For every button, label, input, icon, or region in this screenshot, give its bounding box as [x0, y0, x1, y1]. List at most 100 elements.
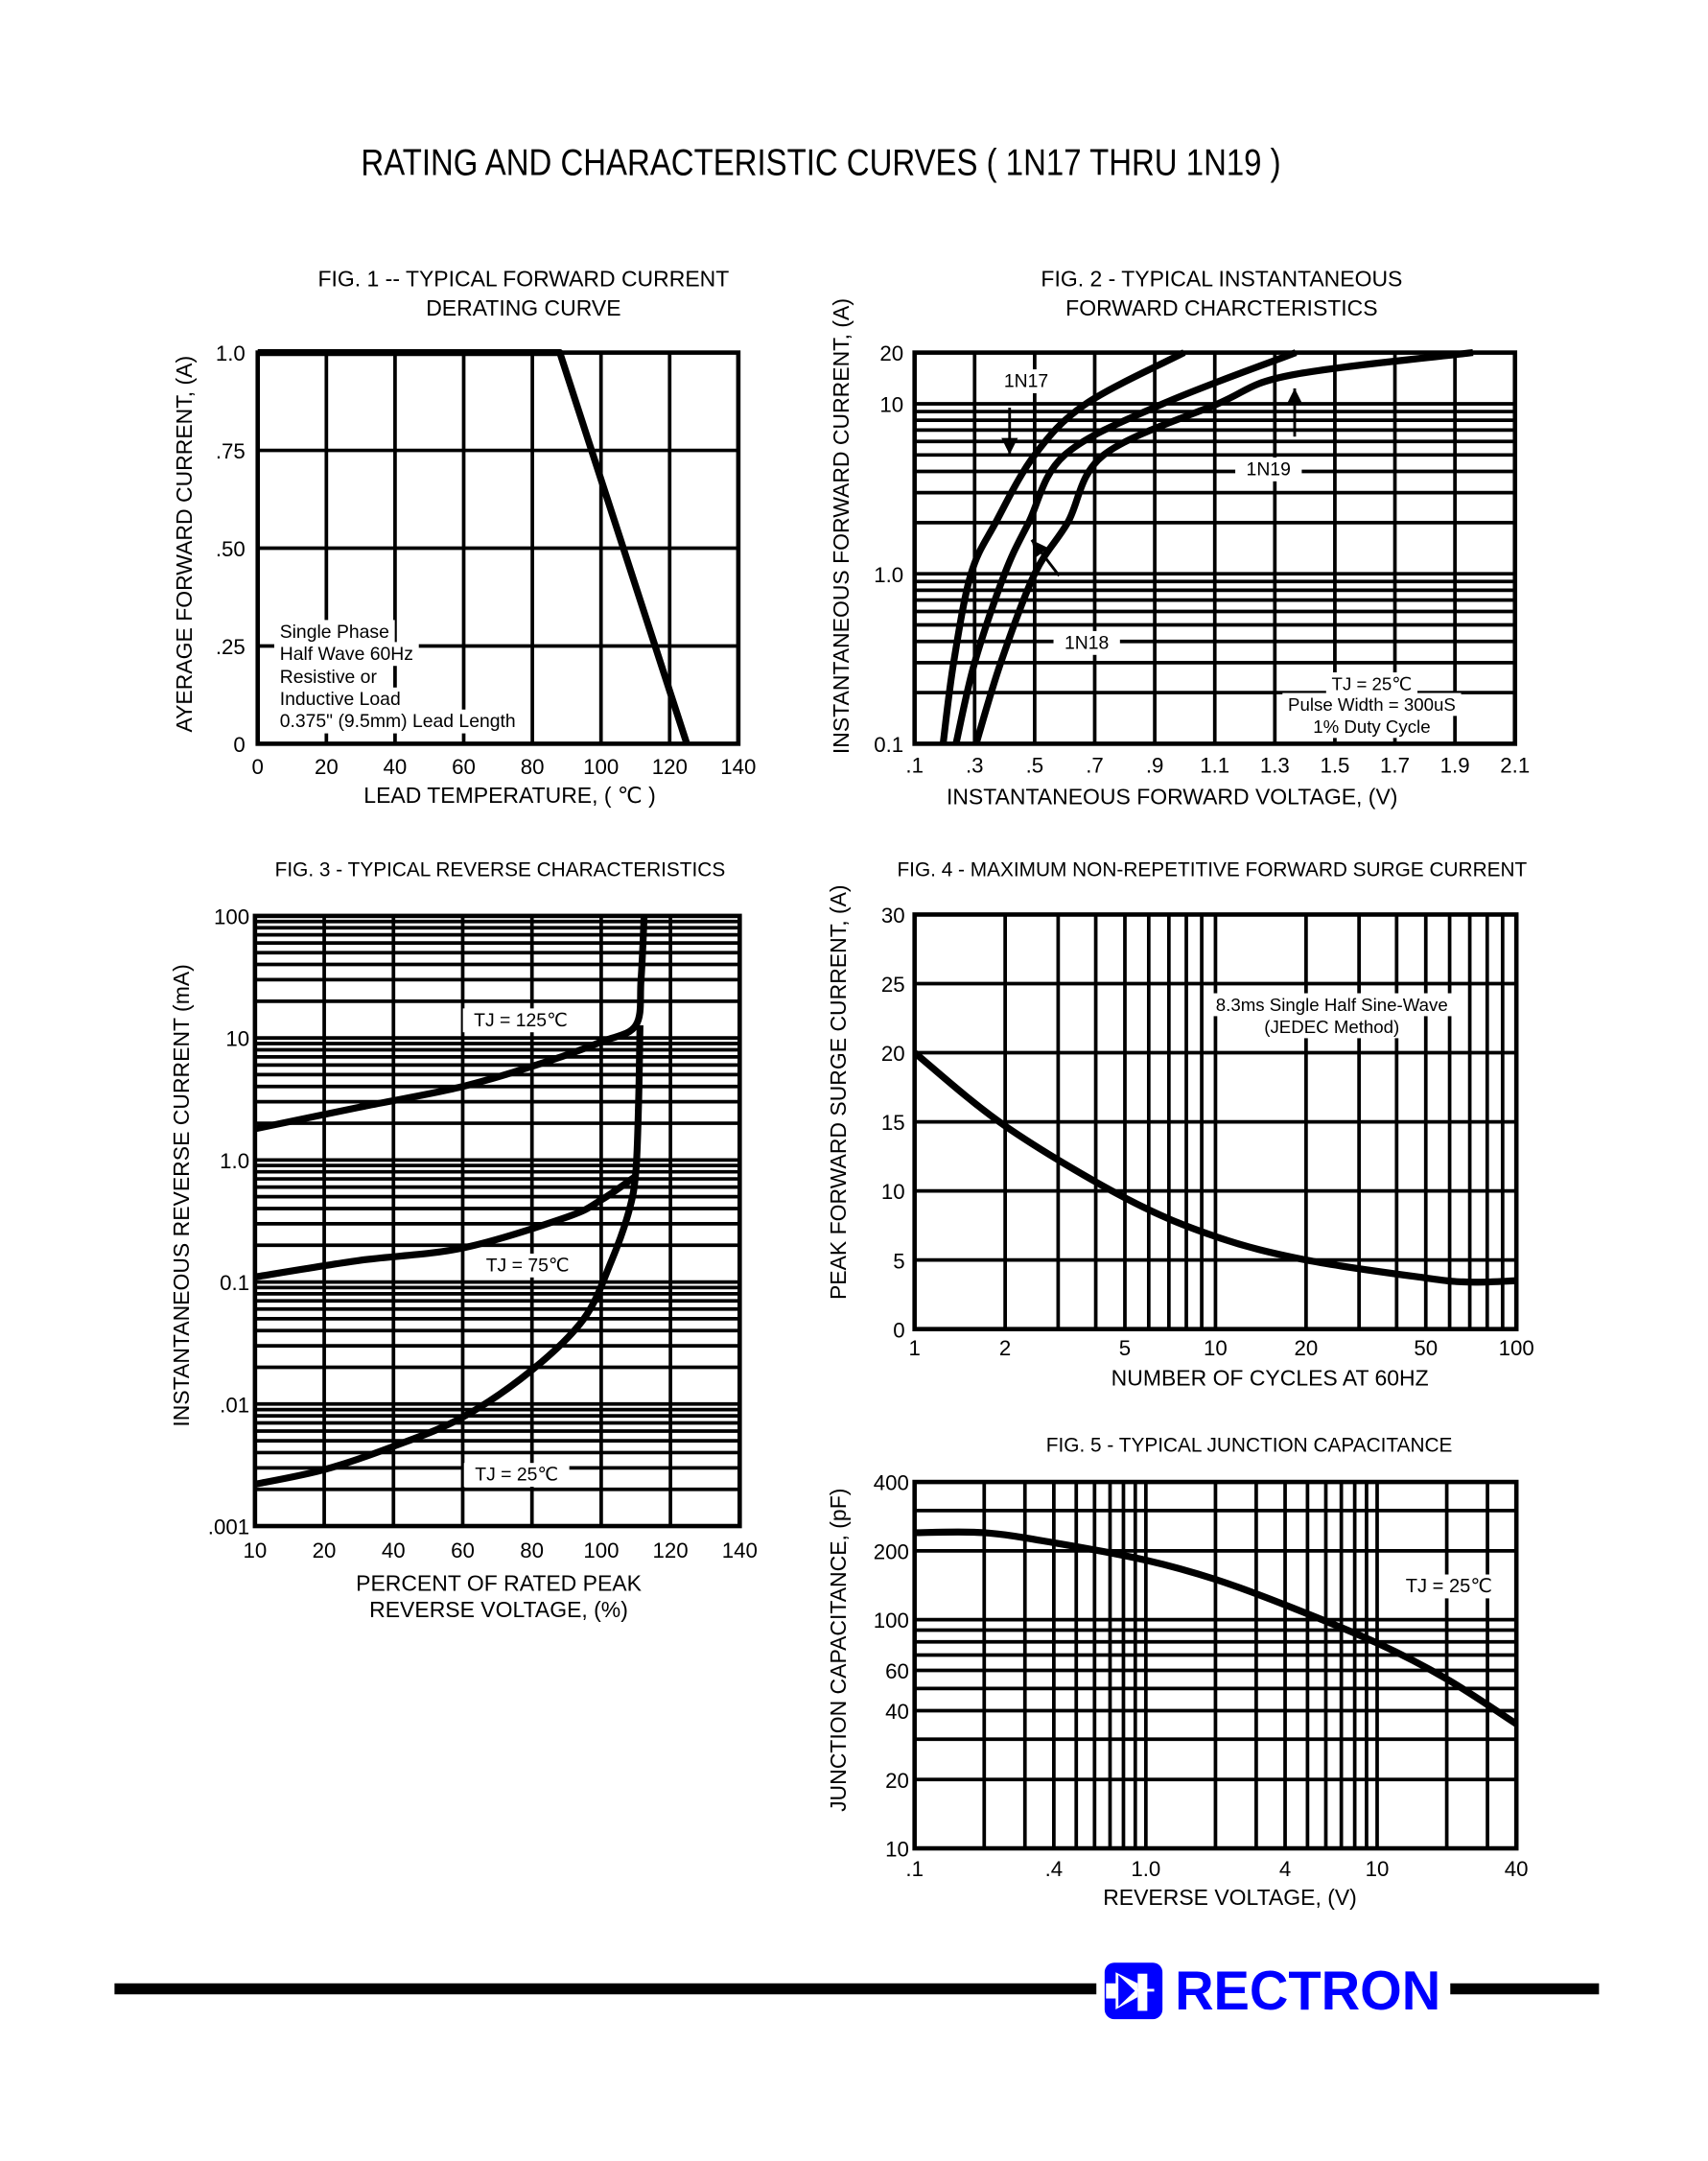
y-tick-label: .25	[216, 635, 246, 659]
chart-title: FIG. 2 - TYPICAL INSTANTANEOUS	[1041, 267, 1402, 292]
y-tick-label: 1.0	[874, 563, 903, 587]
y-tick-label: 25	[881, 973, 905, 997]
series-curve	[972, 349, 1474, 745]
diode-logo-icon	[1104, 1962, 1163, 2020]
x-tick-label: 20	[315, 755, 339, 779]
label-background	[1235, 457, 1302, 482]
annotation-text: TJ = 25℃	[1332, 673, 1413, 693]
label-background	[1307, 715, 1437, 739]
x-tick-label: 1.0	[1131, 1857, 1160, 1881]
y-tick-label: 10	[879, 393, 903, 417]
chart-title: FORWARD CHARCTERISTICS	[1065, 295, 1377, 320]
plot-frame	[912, 1479, 1519, 1851]
label-background	[1258, 1015, 1406, 1039]
y-tick-label: 200	[874, 1539, 909, 1563]
y-axis-label: AYERAGE FORWARD CURRENT, (A)	[172, 356, 197, 733]
arrowhead-icon	[1001, 437, 1018, 455]
annotation-text: Pulse Width = 300uS	[1288, 694, 1456, 715]
series-label: TJ = 125℃	[474, 1010, 568, 1031]
y-tick-label: 20	[885, 1769, 909, 1793]
x-tick-label: 140	[722, 1539, 758, 1562]
label-background	[273, 620, 395, 645]
x-tick-label: 1.9	[1440, 754, 1470, 778]
label-background	[1282, 693, 1462, 716]
plot-frame	[912, 912, 1519, 1331]
series-label: TJ = 25℃	[475, 1465, 558, 1486]
annotation-text: Inductive Load	[280, 689, 401, 710]
y-tick-label: .001	[208, 1515, 249, 1539]
x-tick-label: 50	[1414, 1336, 1438, 1360]
y-tick-label: 100	[874, 1609, 909, 1632]
series-curve	[254, 1024, 643, 1488]
series-label: TJ = 75℃	[486, 1255, 570, 1276]
series-curve	[254, 1174, 637, 1280]
chart-title: FIG. 4 - MAXIMUM NON-REPETITIVE FORWARD …	[897, 858, 1527, 881]
x-tick-label: .1	[905, 754, 924, 778]
label-background	[993, 369, 1060, 393]
x-tick-label: 40	[1505, 1857, 1529, 1881]
y-tick-label: 15	[881, 1111, 905, 1135]
y-tick-label: 0	[893, 1318, 904, 1342]
x-tick-label: 80	[520, 1539, 544, 1562]
x-tick-label: 120	[652, 755, 688, 779]
arrowhead-icon	[1031, 539, 1049, 558]
x-tick-label: 10	[1204, 1336, 1228, 1360]
annotations: TJ = 125℃ TJ = 75℃ TJ = 25℃	[462, 1008, 581, 1488]
x-tick-label: 0	[252, 755, 264, 779]
gridlines	[254, 915, 740, 1527]
annotations: TJ = 25℃	[1400, 1574, 1498, 1599]
x-tick-label: 20	[313, 1539, 337, 1562]
x-tick-label: 2	[999, 1336, 1011, 1360]
chart-fig-3: TJ = 125℃ TJ = 75℃ TJ = 25℃ 10 20 40 60 80 100 12…	[169, 858, 758, 1622]
series-curve	[939, 349, 1186, 744]
x-tick-label: 140	[720, 755, 756, 779]
y-tick-label: .01	[220, 1393, 249, 1417]
x-axis-label: INSTANTANEOUS FORWARD VOLTAGE, (V)	[947, 785, 1397, 810]
x-tick-label: 1	[908, 1336, 920, 1360]
x-tick-label: 60	[451, 1539, 475, 1562]
x-tick-label: .3	[966, 754, 984, 778]
footer-rule-right	[1450, 1983, 1600, 1995]
annotation-text: TJ = 25℃	[1406, 1576, 1492, 1597]
x-tick-label: 2.1	[1500, 754, 1530, 778]
y-tick-label: 5	[893, 1249, 904, 1273]
annotation-text: 8.3ms Single Half Sine-Wave	[1216, 995, 1448, 1015]
series-label: 1N19	[1247, 458, 1291, 480]
x-tick-label: 80	[521, 755, 545, 779]
x-tick-label: 60	[452, 755, 476, 779]
annotations: 8.3ms Single Half Sine-Wave(JEDEC Method…	[1210, 993, 1454, 1039]
x-tick-label: 40	[384, 755, 408, 779]
y-axis-label: PEAK FORWARD SURGE CURRENT, (A)	[826, 884, 851, 1300]
x-tick-label: 100	[1499, 1336, 1534, 1360]
annotation-text: Resistive or	[280, 667, 378, 688]
y-tick-label: 0.1	[874, 733, 903, 757]
y-tick-label: 100	[214, 905, 249, 929]
brand-logo-text: RECTRON	[1175, 1961, 1440, 2022]
x-tick-label: 10	[1366, 1857, 1390, 1881]
x-tick-label: 10	[243, 1539, 267, 1562]
y-tick-label: 1.0	[216, 341, 246, 365]
series-curve	[914, 1528, 1519, 1727]
y-tick-label: 0.1	[220, 1271, 249, 1295]
y-tick-label: 30	[881, 904, 905, 928]
x-tick-label: 1.1	[1200, 754, 1229, 778]
y-tick-label: 60	[885, 1659, 909, 1683]
footer-rule-left	[114, 1983, 1097, 1995]
x-axis-label: REVERSE VOLTAGE, (%)	[369, 1597, 628, 1622]
series-curve	[254, 915, 648, 1133]
annotation-text: Half Wave 60Hz	[280, 644, 413, 665]
x-tick-label: 100	[583, 755, 619, 779]
annotation-text: Single Phase	[280, 622, 389, 643]
x-tick-label: .5	[1026, 754, 1044, 778]
y-tick-label: 20	[879, 341, 903, 365]
y-tick-label: 10	[225, 1027, 249, 1051]
x-tick-label: .1	[905, 1857, 924, 1881]
label-background	[463, 1463, 570, 1488]
y-axis-label: INSTANTANEOUS REVERSE CURRENT (mA)	[169, 964, 194, 1426]
x-tick-label: 100	[583, 1539, 619, 1562]
chart-title: DERATING CURVE	[426, 295, 620, 320]
